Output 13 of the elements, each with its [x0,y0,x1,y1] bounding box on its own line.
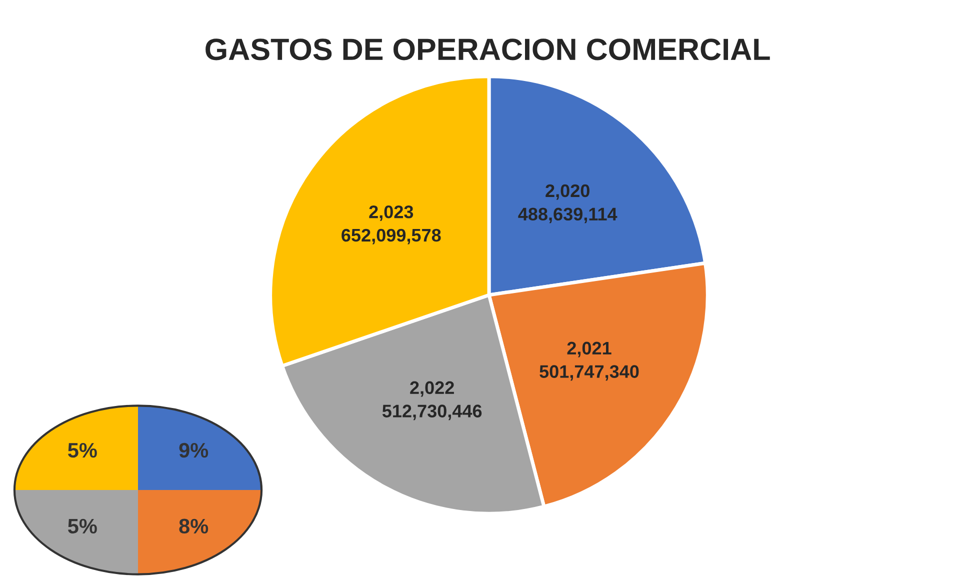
data-label: 501,747,340 [540,365,639,381]
text: 5% [68,518,97,534]
slice-label: 2,023 [369,205,414,221]
data-label: 512,730,446 [382,404,482,420]
data-label: 652,099,578 [342,228,441,244]
data-label: 488,639,114 [518,208,618,224]
chart-title: GASTOS DE OPERACION COMERCIAL [206,38,770,60]
text: 8% [179,518,208,534]
slice-label: 2,020 [546,184,590,200]
text: 9% [179,442,208,458]
text: 5% [68,442,97,458]
slice-label: 2,022 [410,381,454,397]
slice-label: 2,021 [567,342,612,358]
